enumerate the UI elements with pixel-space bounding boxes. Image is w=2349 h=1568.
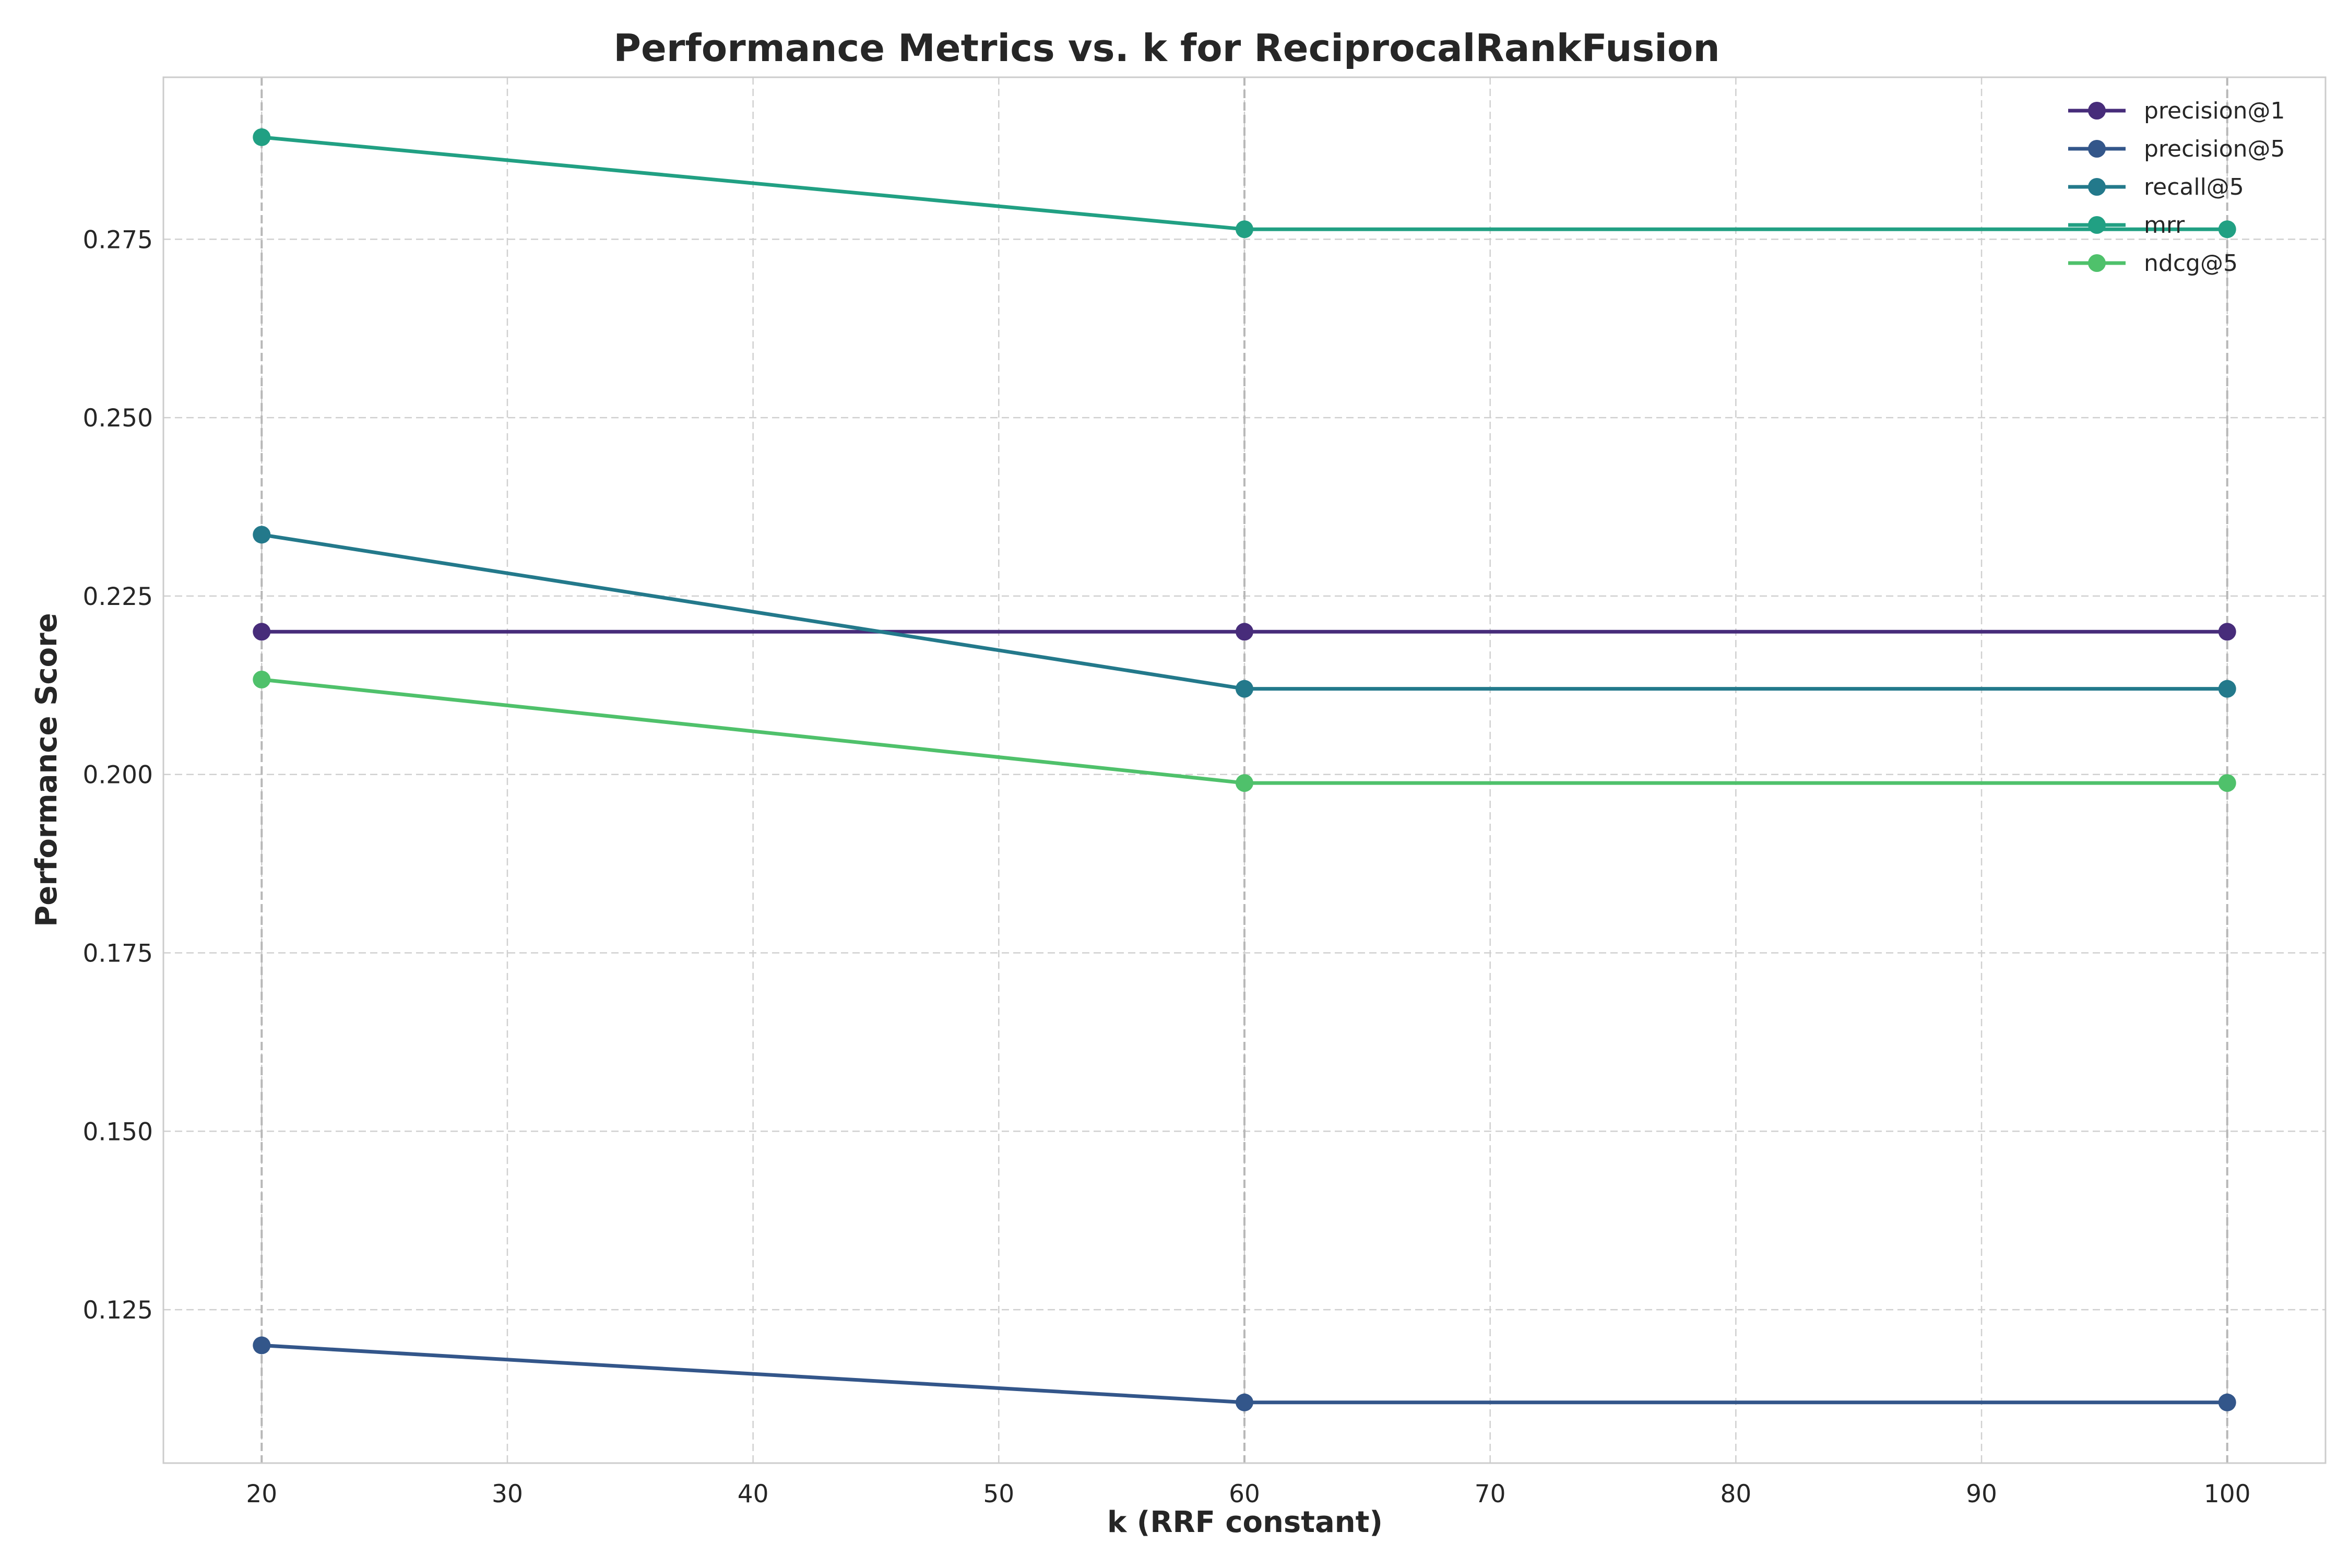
series-lines <box>253 128 2236 1411</box>
data-point <box>2218 220 2236 239</box>
y-axis-label: Performance Score <box>30 613 64 926</box>
data-point <box>2218 623 2236 641</box>
legend-item: precision@1 <box>2068 98 2285 124</box>
x-axis-label: k (RRF constant) <box>1107 1505 1383 1539</box>
legend-label: recall@5 <box>2144 174 2244 200</box>
plot-frame <box>162 76 2327 1464</box>
data-point <box>2218 774 2236 792</box>
legend-label: ndcg@5 <box>2144 250 2238 277</box>
y-tick-label: 0.225 <box>82 583 153 611</box>
series-precision-5 <box>253 1336 2236 1411</box>
data-point <box>1236 220 1253 239</box>
legend-label: precision@5 <box>2144 136 2285 162</box>
x-tick-label: 70 <box>1475 1480 1506 1508</box>
data-point <box>253 526 271 544</box>
y-tick-label: 0.275 <box>82 225 153 254</box>
x-tick-label: 20 <box>246 1480 277 1508</box>
x-tick-label: 90 <box>1966 1480 1997 1508</box>
legend-item: recall@5 <box>2068 174 2244 200</box>
data-point <box>1236 1393 1253 1411</box>
legend-marker <box>2088 102 2106 120</box>
data-point <box>253 128 271 146</box>
y-tick-label: 0.250 <box>82 404 153 433</box>
x-tick-label: 100 <box>2204 1480 2251 1508</box>
x-tick-label: 80 <box>1720 1480 1751 1508</box>
legend-label: precision@1 <box>2144 98 2285 124</box>
series-precision-1 <box>253 623 2236 641</box>
legend-label: mrr <box>2144 212 2185 239</box>
legend-marker <box>2088 178 2106 196</box>
x-tick-label: 50 <box>983 1480 1014 1508</box>
y-tick-label: 0.150 <box>82 1118 153 1146</box>
data-point <box>253 670 271 688</box>
series-mrr <box>253 128 2236 239</box>
x-tick-label: 60 <box>1229 1480 1260 1508</box>
y-tick-label: 0.125 <box>82 1296 153 1325</box>
chart-title: Performance Metrics vs. k for Reciprocal… <box>613 26 1719 70</box>
series-ndcg-5 <box>253 670 2236 792</box>
y-axis-ticks: 0.125 0.150 0.175 0.200 0.225 0.250 0.275 <box>82 225 153 1325</box>
legend-item: precision@5 <box>2068 136 2285 162</box>
data-point <box>253 623 271 641</box>
legend-item: mrr <box>2068 212 2185 239</box>
x-axis-ticks: 20 30 40 50 60 70 80 90 100 <box>246 1480 2250 1508</box>
legend-marker <box>2088 140 2106 158</box>
data-point <box>2218 680 2236 698</box>
y-tick-label: 0.175 <box>82 939 153 968</box>
series-recall-5 <box>253 526 2236 698</box>
data-point <box>253 1336 271 1355</box>
x-tick-label: 40 <box>738 1480 769 1508</box>
k-reference-lines <box>260 77 2228 1463</box>
legend-marker <box>2088 254 2106 272</box>
legend-marker <box>2088 216 2106 234</box>
data-point <box>1236 774 1253 792</box>
legend-item: ndcg@5 <box>2068 250 2238 277</box>
y-tick-label: 0.200 <box>82 761 153 790</box>
data-point <box>1236 680 1253 698</box>
x-tick-label: 30 <box>492 1480 523 1508</box>
data-point <box>1236 623 1253 641</box>
data-point <box>2218 1393 2236 1411</box>
legend: precision@1 precision@5 recall@5 mrr ndcg@5 <box>2068 98 2285 277</box>
